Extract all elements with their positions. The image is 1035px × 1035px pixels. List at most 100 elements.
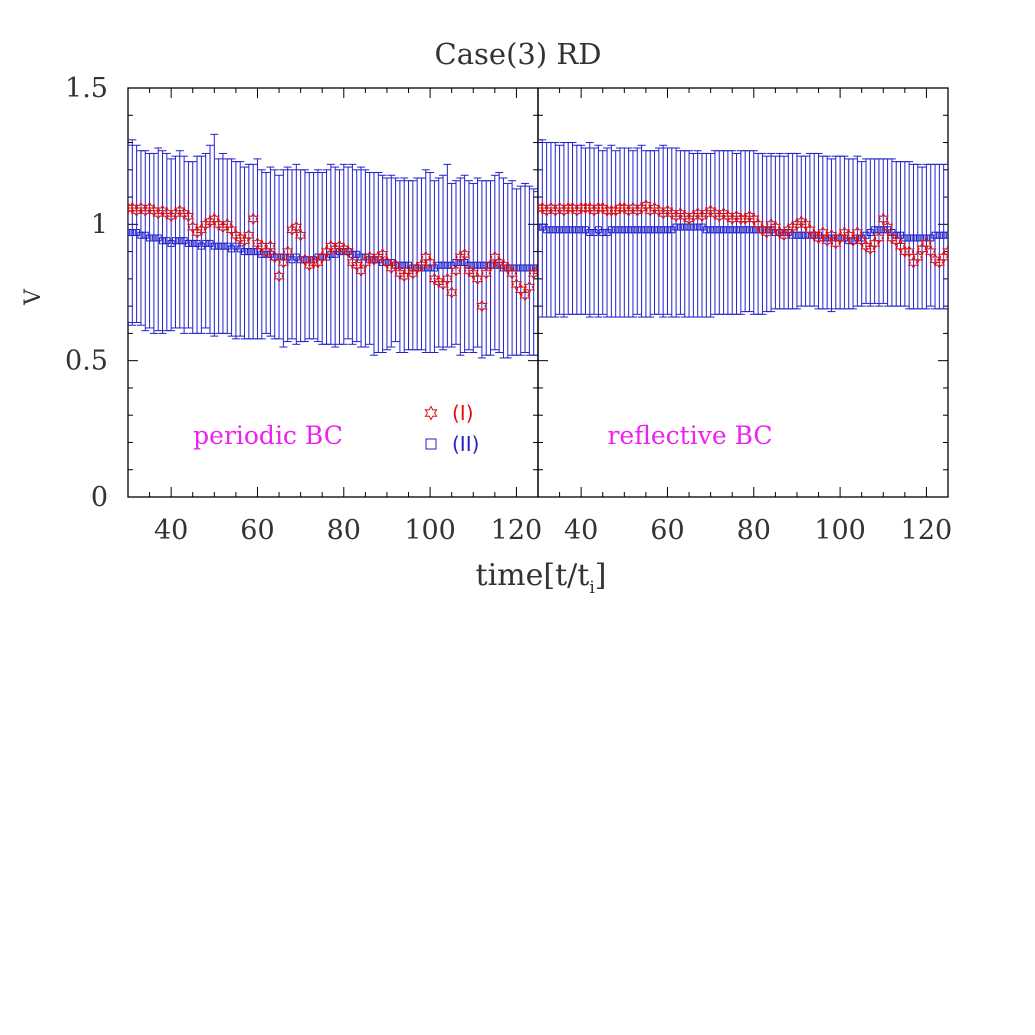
x-tick-label: 60 <box>240 515 274 546</box>
data-point-series-1 <box>538 201 544 215</box>
data-point-series-1 <box>864 242 877 256</box>
panel-periodic-bc: 40 60 80 100 120 0 0.5 1 1.5 <box>65 73 542 546</box>
data-point-series-1 <box>579 201 592 215</box>
data-point-series-2 <box>745 226 753 234</box>
data-point-series-1 <box>458 247 471 261</box>
data-point-series-1 <box>187 220 199 234</box>
legend-label-series-1: (I) <box>452 401 474 425</box>
data-point-series-1 <box>532 264 538 278</box>
x-axis-label-main: time[t/t <box>476 558 590 593</box>
data-point-series-1 <box>834 231 846 245</box>
data-point-series-1 <box>407 266 419 280</box>
data-point-series-2 <box>992 235 998 241</box>
data-point-series-2 <box>711 226 719 234</box>
data-point-series-2 <box>715 226 723 234</box>
data-point-series-2 <box>607 226 615 234</box>
data-point-series-2 <box>914 234 922 242</box>
legend: (I) (II) <box>424 401 479 456</box>
data-point-series-2 <box>651 226 659 234</box>
data-point-series-1 <box>855 234 868 248</box>
data-point-series-1 <box>294 228 307 242</box>
data-point-series-1 <box>437 277 449 291</box>
x-tick-label: 120 <box>901 515 953 546</box>
data-point-series-2 <box>984 235 990 241</box>
data-point-series-2 <box>935 231 943 239</box>
data-point-series-2 <box>1014 232 1020 238</box>
data-point-series-1 <box>640 198 652 212</box>
data-point-series-1 <box>868 236 881 250</box>
x-tick-label: 40 <box>564 515 598 546</box>
x-tick-label: 100 <box>814 515 866 546</box>
data-point-series-1 <box>506 266 518 280</box>
data-point-series-1 <box>1017 246 1027 257</box>
y-tick-label: 0 <box>91 482 108 513</box>
data-point-series-2 <box>521 264 529 272</box>
data-point-series-1 <box>385 261 397 275</box>
data-point-series-2 <box>189 239 197 247</box>
data-point-series-1 <box>812 231 825 245</box>
x-tick-label: 80 <box>737 515 771 546</box>
data-point-series-2 <box>967 235 973 241</box>
data-point-series-1 <box>527 266 538 280</box>
data-point-series-2 <box>944 231 948 239</box>
data-point-series-1 <box>342 245 354 259</box>
data-point-series-2 <box>672 223 680 231</box>
data-point-series-2 <box>1001 232 1007 238</box>
data-point-series-2 <box>997 235 1003 241</box>
data-point-series-1 <box>467 266 479 280</box>
data-point-series-2 <box>741 226 749 234</box>
data-point-series-2 <box>184 239 192 247</box>
panel-reflective-bc: 40 60 80 100 120 <box>537 87 1027 546</box>
data-point-series-2 <box>980 235 986 241</box>
data-point-series-2 <box>663 226 671 234</box>
data-point-series-1 <box>999 246 1009 257</box>
data-point-series-1 <box>424 255 436 270</box>
data-point-series-1 <box>320 245 333 259</box>
data-point-series-1 <box>978 241 988 252</box>
data-point-series-1 <box>445 285 458 300</box>
data-point-series-2 <box>551 226 559 234</box>
data-point-series-2 <box>569 226 577 234</box>
data-point-series-2 <box>616 226 624 234</box>
data-point-series-1 <box>299 253 311 267</box>
data-point-series-2 <box>694 223 702 231</box>
data-point-series-1 <box>562 201 574 215</box>
data-point-series-2 <box>655 226 663 234</box>
data-point-series-2 <box>962 232 968 238</box>
data-point-series-2 <box>443 261 451 269</box>
plot-area <box>128 133 538 359</box>
data-point-series-1 <box>946 245 948 253</box>
data-point-series-2 <box>137 231 145 239</box>
data-point-series-1 <box>502 261 514 275</box>
data-point-series-1 <box>247 212 259 226</box>
data-point-series-1 <box>995 252 1005 263</box>
data-point-series-1 <box>916 242 928 256</box>
data-point-series-1 <box>312 255 324 270</box>
data-point-series-2 <box>612 226 620 234</box>
data-point-series-2 <box>249 248 257 256</box>
legend-label-series-2: (II) <box>452 432 479 456</box>
y-tick-label: 1 <box>91 209 108 240</box>
data-point-series-1 <box>991 263 1001 274</box>
data-point-series-2 <box>128 229 136 237</box>
data-point-series-2 <box>633 226 641 234</box>
data-point-series-2 <box>202 239 210 247</box>
data-point-series-2 <box>219 242 227 250</box>
data-point-series-2 <box>905 234 913 242</box>
data-point-series-2 <box>733 226 741 234</box>
data-point-series-1 <box>830 236 842 250</box>
data-point-series-1 <box>398 269 410 283</box>
data-point-series-1 <box>182 209 195 223</box>
data-point-series-1 <box>937 250 948 264</box>
data-point-series-1 <box>752 217 764 231</box>
data-point-series-1 <box>128 201 134 215</box>
data-point-series-2 <box>435 261 443 269</box>
data-point-series-2 <box>940 231 948 239</box>
data-point-series-2 <box>176 237 184 245</box>
data-point-series-1 <box>372 250 385 264</box>
x-axis-label-close: ] <box>595 558 607 593</box>
data-point-series-1 <box>510 277 523 291</box>
data-point-series-1 <box>933 255 946 270</box>
y-tick-label: 0.5 <box>65 346 108 377</box>
